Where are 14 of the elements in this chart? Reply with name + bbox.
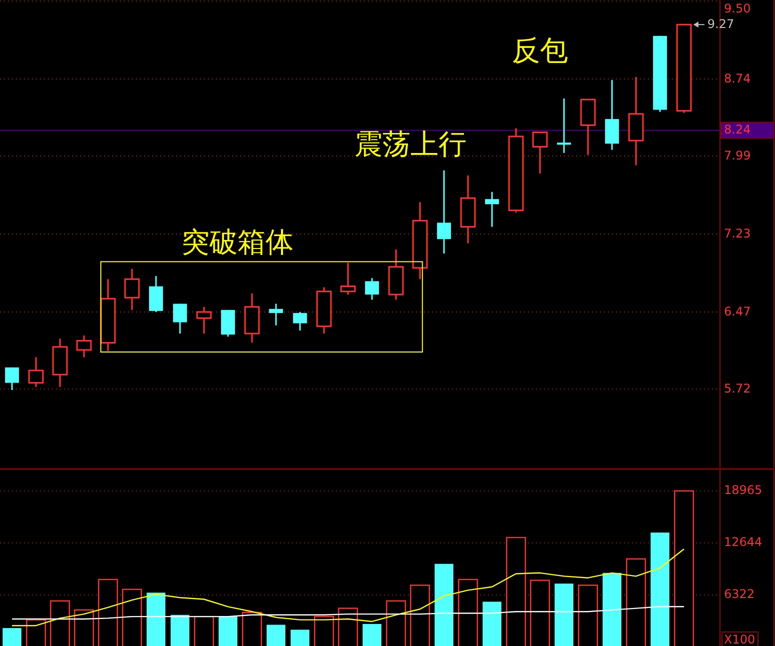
- y-tick-label: 5.72: [724, 381, 751, 396]
- y-axis-title: X100: [724, 632, 756, 646]
- y-tick-label: 7.23: [724, 226, 751, 240]
- y-tick-label: 8.74: [724, 71, 751, 86]
- annotation: 突破箱体: [182, 225, 294, 258]
- y-tick-label: 18965: [724, 483, 762, 498]
- ref-line-label: 8.24: [724, 122, 751, 137]
- annotation: 震荡上行: [354, 127, 466, 160]
- y-tick-label: 9.50: [724, 1, 751, 16]
- annotation: 反包: [512, 34, 568, 68]
- y-tick-label: 7.99: [724, 148, 751, 162]
- y-tick-label: 12644: [724, 535, 762, 550]
- y-tick-label: 6322: [724, 587, 755, 602]
- y-tick-label: 6.47: [724, 304, 751, 318]
